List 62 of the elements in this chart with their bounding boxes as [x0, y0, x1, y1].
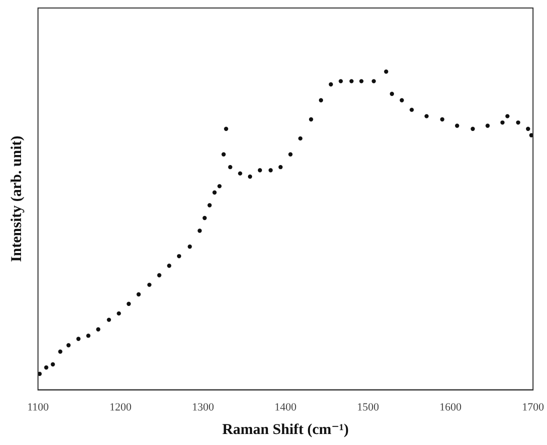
x-tick-label: 1700	[522, 401, 544, 414]
point	[86, 334, 90, 338]
point	[106, 318, 112, 322]
point	[217, 184, 222, 188]
point	[38, 372, 42, 376]
point	[167, 264, 172, 268]
point	[116, 311, 121, 316]
point	[359, 79, 364, 84]
point	[50, 362, 55, 366]
point	[505, 114, 510, 118]
point	[424, 114, 429, 118]
point	[455, 124, 460, 128]
point	[500, 120, 505, 125]
x-tick-label: 1200	[110, 401, 132, 414]
point	[486, 124, 490, 128]
point	[188, 244, 192, 249]
point	[400, 98, 404, 102]
point	[228, 164, 232, 170]
x-tick-label: 1600	[440, 401, 462, 414]
point	[390, 92, 394, 96]
point	[328, 82, 333, 86]
point	[76, 336, 81, 341]
point	[470, 126, 475, 132]
point	[136, 292, 141, 296]
point	[349, 79, 354, 84]
x-tick-label: 1500	[357, 401, 380, 414]
point	[222, 152, 226, 156]
point	[58, 350, 62, 354]
point	[384, 70, 388, 74]
point	[410, 108, 414, 112]
point	[278, 164, 283, 170]
point	[248, 174, 252, 179]
x-tick-label: 1300	[192, 401, 214, 414]
point	[529, 133, 533, 138]
point	[298, 136, 302, 141]
y-axis-title: Intensity (arb. unit)	[8, 136, 25, 262]
x-tick-label: 1100	[27, 401, 50, 414]
point	[212, 190, 217, 195]
point	[516, 120, 520, 125]
point	[44, 365, 48, 370]
point	[126, 302, 131, 306]
point	[288, 152, 293, 156]
point	[224, 126, 228, 132]
point	[96, 327, 100, 332]
point	[66, 343, 71, 348]
point	[202, 216, 207, 220]
point	[147, 282, 152, 287]
point	[338, 79, 343, 84]
point	[238, 171, 242, 176]
point	[198, 228, 202, 233]
point	[440, 117, 444, 122]
point	[157, 273, 162, 278]
point	[526, 126, 530, 132]
point	[318, 98, 324, 102]
point	[258, 168, 262, 172]
x-tick-label: 1400	[274, 401, 297, 414]
point	[176, 254, 182, 258]
point	[308, 117, 314, 122]
x-axis-title: Raman Shift (cm⁻¹)	[222, 422, 349, 438]
point	[208, 203, 212, 208]
point	[268, 168, 273, 172]
point	[372, 79, 376, 84]
